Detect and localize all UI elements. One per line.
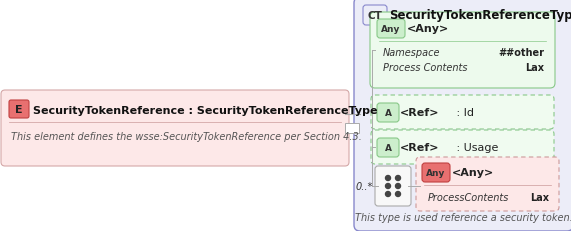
Text: Any: Any [381,25,401,34]
FancyBboxPatch shape [377,20,405,39]
Text: <Ref>: <Ref> [400,108,440,118]
Circle shape [396,184,400,189]
Text: SecurityTokenReference : SecurityTokenReferenceType: SecurityTokenReference : SecurityTokenRe… [33,106,377,116]
FancyBboxPatch shape [377,138,399,157]
FancyBboxPatch shape [363,6,387,26]
Text: CT: CT [368,11,383,21]
Text: Process Contents: Process Contents [383,63,468,73]
Circle shape [396,192,400,197]
Text: 0..*: 0..* [356,181,373,191]
Circle shape [385,192,391,197]
Text: A: A [384,109,392,118]
Circle shape [396,176,400,181]
Text: ProcessContents: ProcessContents [428,192,509,202]
Text: Namespace: Namespace [383,48,440,58]
FancyBboxPatch shape [354,0,571,231]
FancyBboxPatch shape [416,157,559,211]
Circle shape [385,176,391,181]
Text: <Any>: <Any> [452,168,494,178]
Text: Lax: Lax [530,192,549,202]
Text: This element defines the wsse:SecurityTokenReference per Section 4.3.: This element defines the wsse:SecurityTo… [11,131,362,141]
Text: SecurityTokenReferenceType: SecurityTokenReferenceType [389,9,571,22]
FancyBboxPatch shape [370,13,555,89]
FancyBboxPatch shape [422,163,450,182]
Text: Lax: Lax [525,63,544,73]
FancyBboxPatch shape [1,91,349,166]
FancyBboxPatch shape [9,100,29,119]
Text: E: E [15,105,23,115]
Bar [345,123,359,134]
Text: Any: Any [427,168,446,177]
Text: A: A [384,143,392,152]
Circle shape [385,184,391,189]
FancyBboxPatch shape [371,96,554,129]
Text: <Any>: <Any> [407,24,449,34]
FancyBboxPatch shape [377,103,399,122]
Text: This type is used reference a security token.: This type is used reference a security t… [355,212,571,222]
Text: <Ref>: <Ref> [400,142,440,152]
Text: ##other: ##other [498,48,544,58]
FancyBboxPatch shape [375,166,411,206]
FancyBboxPatch shape [371,131,554,164]
Text: : Id: : Id [446,108,474,118]
Text: : Usage: : Usage [446,142,498,152]
